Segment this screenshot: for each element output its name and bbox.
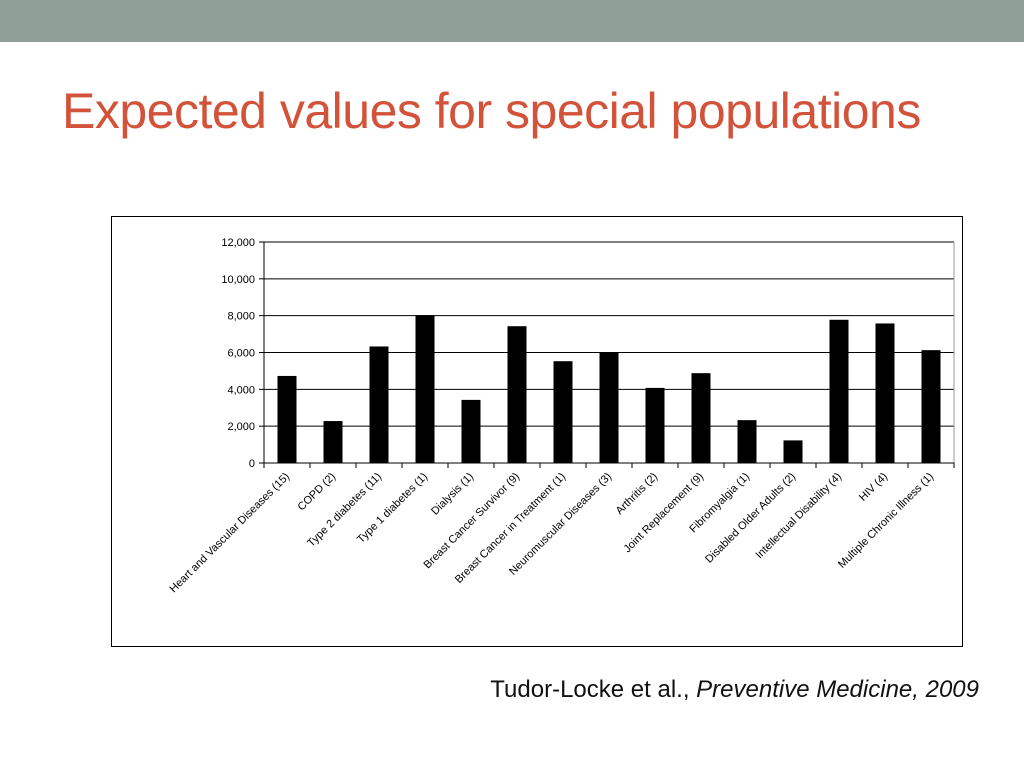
top-accent-bar (0, 0, 1024, 42)
y-tick-label: 6,000 (227, 348, 255, 360)
bar (277, 375, 297, 464)
bar (507, 326, 527, 464)
bar (553, 361, 573, 464)
x-tick-label: Dialysis (1) (429, 471, 476, 518)
y-tick-label: 2,000 (227, 421, 255, 433)
x-tick-label: Arthritis (2) (614, 471, 661, 518)
bar (415, 315, 435, 464)
x-tick-label: Multiple Chronic Illness (1) (836, 471, 936, 571)
bar-chart: 0 2,000 4,000 6,000 8,000 10,000 12,000 Heart a… (167, 237, 955, 596)
chart-frame: 0 2,000 4,000 6,000 8,000 10,000 12,000 Heart a… (111, 216, 963, 647)
x-tick-label: Intellectual Disability (4) (754, 471, 845, 562)
citation-authors: Tudor-Locke et al., (490, 676, 697, 703)
y-tick-label: 12,000 (221, 237, 255, 249)
axes (259, 241, 955, 468)
y-tick-label: 10,000 (221, 274, 255, 286)
bar (783, 440, 803, 464)
x-tick-label: Disabled Older Adults (2) (703, 471, 798, 566)
bar (737, 420, 757, 464)
bar (645, 387, 665, 464)
bar (921, 350, 941, 464)
bar (323, 421, 343, 464)
x-tick-label: Joint Replacement (9) (622, 471, 707, 556)
bar (875, 323, 895, 464)
x-tick-label: Breast Cancer Survivor (9) (422, 471, 523, 572)
y-tick-label: 8,000 (227, 311, 255, 323)
x-tick-label: Neuromuscular Diseases (3) (507, 471, 614, 578)
bar (369, 346, 389, 464)
x-tick-label: HIV (4) (857, 471, 890, 504)
citation-journal: Preventive Medicine, 2009 (696, 676, 979, 703)
y-tick-label: 4,000 (227, 384, 255, 396)
bar (461, 399, 481, 464)
bars (277, 315, 941, 464)
slide-title: Expected values for special populations (62, 83, 921, 139)
y-tick-label: 0 (249, 458, 255, 470)
x-tick-label: Heart and Vascular Diseases (15) (167, 471, 292, 596)
citation: Tudor-Locke et al., Preventive Medicine,… (490, 676, 979, 704)
x-tick-label: COPD (2) (295, 471, 338, 514)
bar (599, 352, 619, 464)
bar (829, 319, 849, 464)
bar (691, 373, 711, 464)
